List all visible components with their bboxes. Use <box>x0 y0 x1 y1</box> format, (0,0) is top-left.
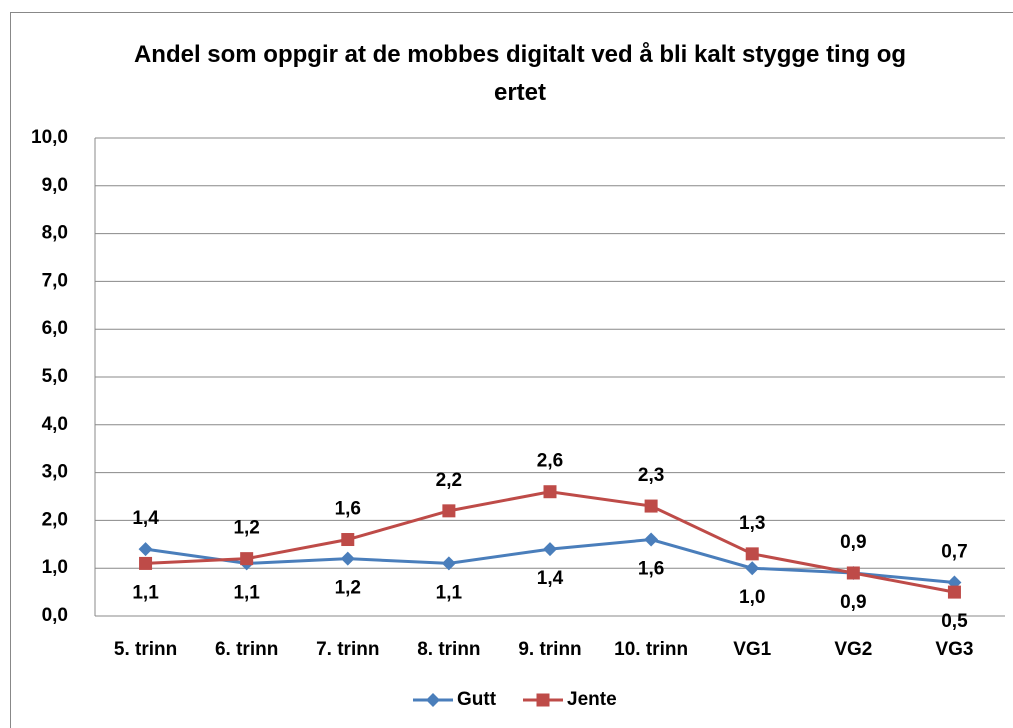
y-tick-label: 8,0 <box>42 223 68 244</box>
data-label: 0,9 <box>840 592 866 613</box>
data-label: 1,2 <box>335 578 361 599</box>
data-label: 0,7 <box>941 542 967 563</box>
data-point <box>745 561 760 576</box>
y-tick-label: 6,0 <box>42 318 68 339</box>
data-point <box>138 542 153 557</box>
data-point <box>644 499 658 513</box>
data-point <box>442 504 456 518</box>
legend-marker <box>536 693 550 707</box>
legend-marker <box>426 693 440 707</box>
legend-label: Jente <box>567 689 617 710</box>
data-point <box>745 547 759 561</box>
data-point <box>644 532 659 547</box>
chart-frame <box>10 12 1013 728</box>
data-label: 2,6 <box>537 451 563 472</box>
y-tick-label: 7,0 <box>42 270 68 291</box>
data-label: 1,0 <box>739 587 765 608</box>
x-tick-label: 5. trinn <box>114 639 177 660</box>
x-tick-label: VG2 <box>834 639 872 660</box>
data-point <box>441 556 456 571</box>
x-tick-label: 6. trinn <box>215 639 278 660</box>
data-label: 0,9 <box>840 532 866 553</box>
y-tick-label: 4,0 <box>42 414 68 435</box>
data-label: 1,4 <box>537 568 564 589</box>
data-label: 1,1 <box>436 582 463 603</box>
x-tick-label: VG3 <box>935 639 973 660</box>
y-tick-label: 10,0 <box>31 127 68 148</box>
x-tick-label: 10. trinn <box>614 639 688 660</box>
data-label: 1,6 <box>638 559 664 580</box>
data-label: 1,2 <box>233 518 259 539</box>
y-tick-label: 2,0 <box>42 509 68 530</box>
data-label: 1,6 <box>335 499 361 520</box>
y-tick-label: 1,0 <box>42 557 68 578</box>
x-tick-label: 9. trinn <box>518 639 581 660</box>
data-point <box>341 533 355 547</box>
x-tick-label: 7. trinn <box>316 639 379 660</box>
data-point <box>240 552 254 566</box>
y-tick-label: 3,0 <box>42 462 68 483</box>
data-point <box>947 585 961 599</box>
data-point <box>543 485 557 499</box>
data-point <box>543 542 557 557</box>
data-label: 1,1 <box>132 582 159 603</box>
data-label: 1,1 <box>233 582 260 603</box>
legend-label: Gutt <box>457 689 497 710</box>
data-point <box>846 566 860 580</box>
y-tick-label: 9,0 <box>42 175 68 196</box>
data-label: 2,3 <box>638 465 664 486</box>
x-tick-label: 8. trinn <box>417 639 480 660</box>
y-tick-label: 5,0 <box>42 366 68 387</box>
y-tick-label: 0,0 <box>42 605 68 626</box>
data-label: 1,3 <box>739 513 765 534</box>
x-tick-label: VG1 <box>733 639 771 660</box>
data-label: 0,5 <box>941 611 968 632</box>
data-label: 1,4 <box>132 508 159 529</box>
data-label: 2,2 <box>436 470 462 491</box>
chart-title: Andel som oppgir at de mobbes digitalt v… <box>133 41 907 106</box>
data-point <box>340 551 355 566</box>
data-point <box>139 556 153 570</box>
